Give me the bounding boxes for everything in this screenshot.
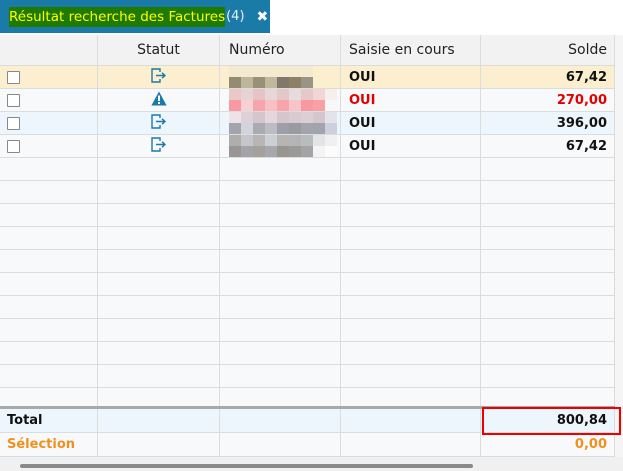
tab-bar: Résultat recherche des Factures (4) ✖ xyxy=(0,0,623,33)
header-saisie[interactable]: Saisie en cours xyxy=(341,35,481,65)
saisie-value: OUI xyxy=(349,92,376,108)
total-row: Total 800,84 xyxy=(0,409,615,433)
header-statut[interactable]: Statut xyxy=(98,35,220,65)
solde-value: 270,00 xyxy=(556,92,607,108)
header-select[interactable] xyxy=(0,35,98,65)
empty-row[interactable] xyxy=(0,365,615,388)
saisie-value: OUI xyxy=(349,138,376,154)
empty-row[interactable] xyxy=(0,158,615,181)
empty-row[interactable] xyxy=(0,319,615,342)
exit-icon xyxy=(150,113,167,133)
tab-search-results[interactable]: Résultat recherche des Factures (4) ✖ xyxy=(0,0,270,33)
warning-icon xyxy=(150,91,167,110)
total-value: 800,84 xyxy=(481,409,615,432)
row-checkbox[interactable] xyxy=(7,93,20,107)
empty-row[interactable] xyxy=(0,181,615,204)
header-row: Statut Numéro Saisie en cours Solde xyxy=(0,35,615,66)
footer-divider xyxy=(0,406,615,409)
exit-icon xyxy=(150,136,167,156)
scrollbar-thumb[interactable] xyxy=(20,464,473,468)
exit-icon xyxy=(150,67,167,87)
table-row[interactable]: OUI 67,42 xyxy=(0,135,615,158)
total-label: Total xyxy=(0,409,98,432)
saisie-value: OUI xyxy=(349,115,376,131)
selection-value: 0,00 xyxy=(481,433,615,456)
empty-row[interactable] xyxy=(0,273,615,296)
close-icon[interactable]: ✖ xyxy=(256,8,269,25)
numero-redacted xyxy=(229,66,337,88)
empty-row[interactable] xyxy=(0,342,615,365)
empty-row[interactable] xyxy=(0,204,615,227)
row-checkbox[interactable] xyxy=(7,70,20,84)
table-row[interactable]: OUI 270,00 xyxy=(0,89,615,112)
tab-title: Résultat recherche des Factures xyxy=(9,6,226,27)
saisie-value: OUI xyxy=(349,69,376,85)
tab-count: (4) xyxy=(226,9,245,24)
header-solde[interactable]: Solde xyxy=(481,35,615,65)
table-row[interactable]: OUI 67,42 xyxy=(0,66,615,89)
solde-value: 67,42 xyxy=(565,138,607,154)
empty-row[interactable] xyxy=(0,250,615,273)
numero-redacted xyxy=(229,135,337,157)
table-row[interactable]: OUI 396,00 xyxy=(0,112,615,135)
selection-label: Sélection xyxy=(0,433,98,456)
solde-value: 67,42 xyxy=(565,69,607,85)
numero-redacted xyxy=(229,112,337,134)
empty-row[interactable] xyxy=(0,227,615,250)
selection-row: Sélection 0,00 xyxy=(0,433,615,457)
row-checkbox[interactable] xyxy=(7,116,20,130)
vertical-scroll-area[interactable] xyxy=(615,35,623,457)
row-checkbox[interactable] xyxy=(7,139,20,153)
empty-row[interactable] xyxy=(0,296,615,319)
total-highlight-box xyxy=(482,407,621,435)
numero-redacted xyxy=(229,89,337,111)
header-numero[interactable]: Numéro xyxy=(220,35,341,65)
horizontal-scrollbar[interactable] xyxy=(0,457,623,471)
solde-value: 396,00 xyxy=(556,115,607,131)
